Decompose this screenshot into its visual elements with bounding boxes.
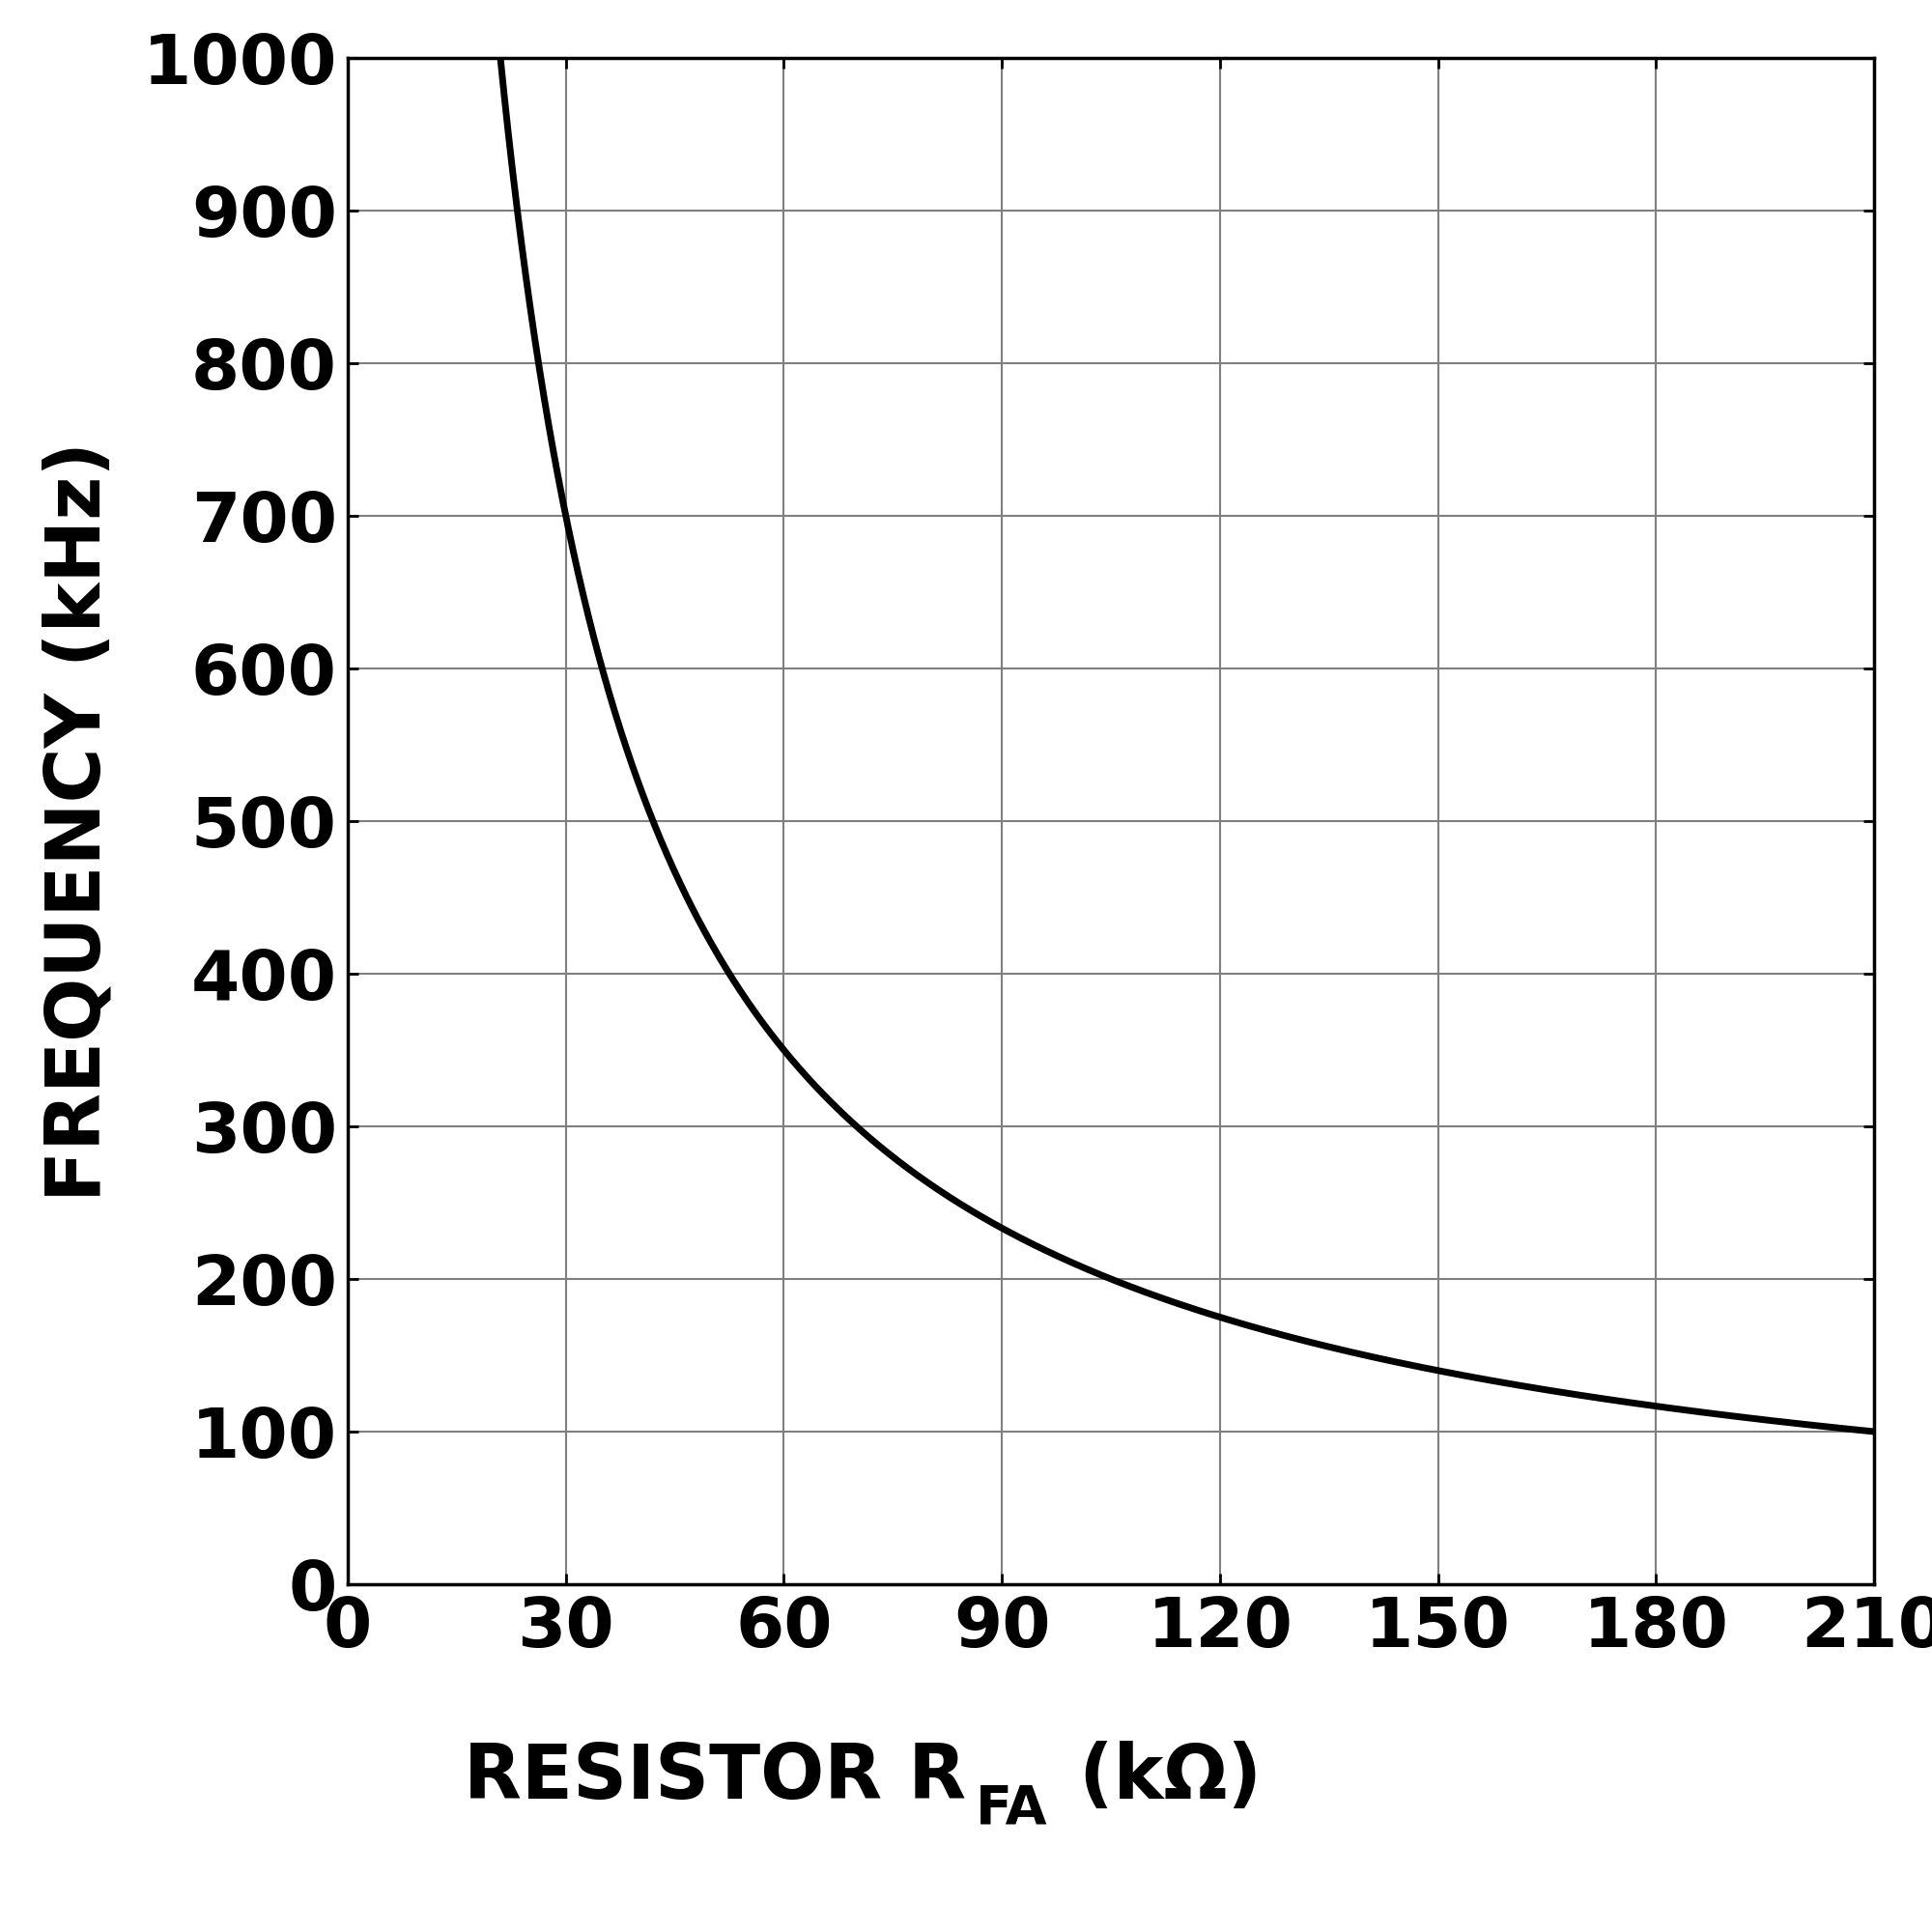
Text: FA: FA: [976, 1783, 1047, 1835]
Y-axis label: FREQUENCY (kHz): FREQUENCY (kHz): [43, 440, 116, 1202]
Text: RESISTOR R: RESISTOR R: [464, 1741, 966, 1814]
Text: (kΩ): (kΩ): [1053, 1741, 1262, 1814]
